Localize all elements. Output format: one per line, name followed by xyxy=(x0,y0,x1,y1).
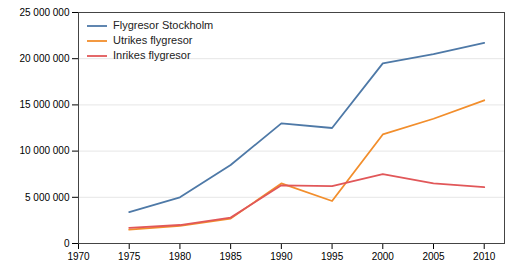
svg-text:2005: 2005 xyxy=(422,251,445,262)
svg-text:25 000 000: 25 000 000 xyxy=(19,7,69,18)
svg-text:1985: 1985 xyxy=(220,251,243,262)
html-text:Inrikes flygresor: Inrikes flygresor xyxy=(113,49,191,61)
svg-text:1990: 1990 xyxy=(270,251,293,262)
svg-text:1980: 1980 xyxy=(169,251,192,262)
svg-text:5 000 000: 5 000 000 xyxy=(25,192,70,203)
svg-text:2000: 2000 xyxy=(372,251,395,262)
svg-text:20 000 000: 20 000 000 xyxy=(19,53,69,64)
svg-text:15 000 000: 15 000 000 xyxy=(19,99,69,110)
html-text:Utrikes flygresor: Utrikes flygresor xyxy=(113,34,193,46)
svg-text:1995: 1995 xyxy=(321,251,344,262)
svg-text:10 000 000: 10 000 000 xyxy=(19,145,69,156)
svg-text:1970: 1970 xyxy=(67,251,90,262)
svg-text:0: 0 xyxy=(64,238,70,249)
svg-text:1975: 1975 xyxy=(118,251,141,262)
svg-text:2010: 2010 xyxy=(473,251,496,262)
html-text:Flygresor Stockholm: Flygresor Stockholm xyxy=(113,19,214,31)
